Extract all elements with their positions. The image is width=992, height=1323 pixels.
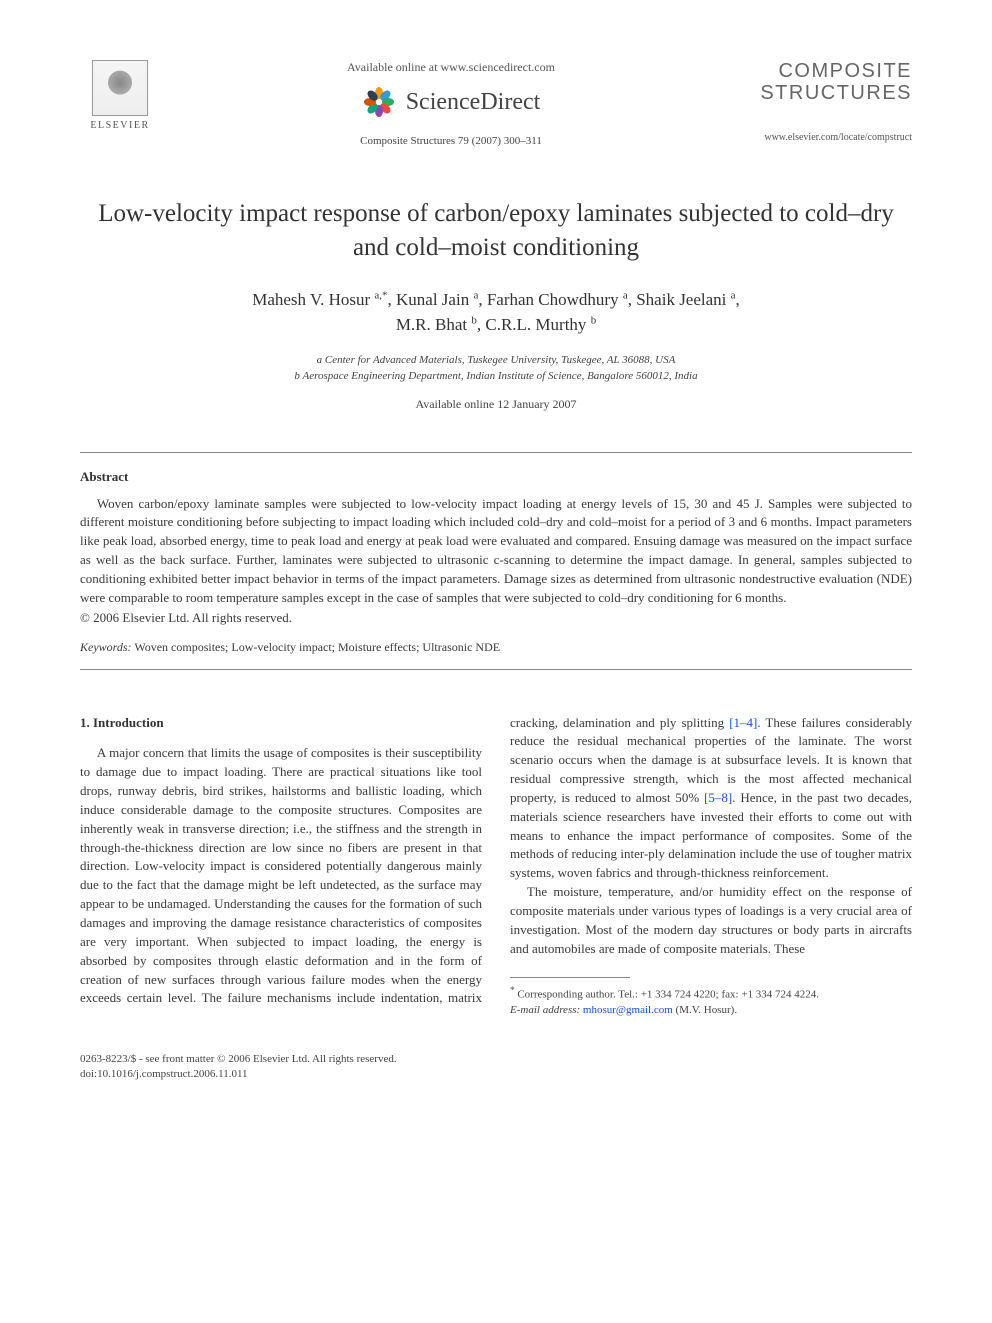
affiliations: a Center for Advanced Materials, Tuskege…	[80, 352, 912, 385]
footer-block: 0263-8223/$ - see front matter © 2006 El…	[80, 1052, 912, 1083]
corresponding-email[interactable]: mhosur@gmail.com	[583, 1004, 673, 1016]
publisher-label: ELSEVIER	[90, 120, 149, 131]
sciencedirect-flower-icon	[362, 85, 396, 119]
intro-paragraph-2: The moisture, temperature, and/or humidi…	[510, 883, 912, 958]
email-author: (M.V. Hosur).	[676, 1004, 738, 1016]
abstract-label: Abstract	[80, 469, 912, 485]
corresponding-footnote: * Corresponding author. Tel.: +1 334 724…	[510, 984, 912, 1018]
affiliation-b: b Aerospace Engineering Department, Indi…	[80, 368, 912, 385]
header-center: Available online at www.sciencedirect.co…	[160, 60, 742, 147]
front-matter-line: 0263-8223/$ - see front matter © 2006 El…	[80, 1052, 912, 1067]
journal-url: www.elsevier.com/locate/compstruct	[742, 132, 912, 143]
journal-box: COMPOSITE STRUCTURES www.elsevier.com/lo…	[742, 60, 912, 143]
abstract-text: Woven carbon/epoxy laminate samples were…	[80, 495, 912, 608]
publisher-logo: ELSEVIER	[80, 60, 160, 131]
rule-top	[80, 452, 912, 453]
paper-header: ELSEVIER Available online at www.science…	[80, 60, 912, 147]
doi-line: doi:10.1016/j.compstruct.2006.11.011	[80, 1067, 912, 1082]
corresponding-text: Corresponding author. Tel.: +1 334 724 4…	[517, 988, 819, 1000]
authors-line: Mahesh V. Hosur a,*, Kunal Jain a, Farha…	[80, 287, 912, 338]
elsevier-tree-icon	[92, 60, 148, 116]
rule-bottom	[80, 669, 912, 670]
keywords-line: Keywords: Woven composites; Low-velocity…	[80, 640, 912, 655]
keywords-text: Woven composites; Low-velocity impact; M…	[134, 640, 500, 654]
keywords-label: Keywords:	[80, 640, 132, 654]
footnote-rule	[510, 977, 630, 978]
citation-link[interactable]: [1–4]	[729, 715, 757, 730]
intro-paragraph-1: A major concern that limits the usage of…	[80, 714, 912, 1018]
journal-title-line1: COMPOSITE	[778, 60, 912, 82]
journal-title-line2: STRUCTURES	[760, 82, 912, 104]
body-columns: 1. Introduction A major concern that lim…	[80, 714, 912, 1018]
journal-title: COMPOSITE STRUCTURES	[742, 60, 912, 104]
available-date: Available online 12 January 2007	[80, 397, 912, 412]
sciencedirect-name: ScienceDirect	[406, 89, 541, 116]
article-title: Low-velocity impact response of carbon/e…	[80, 197, 912, 265]
email-label: E-mail address:	[510, 1004, 580, 1016]
section-1-heading: 1. Introduction	[80, 714, 482, 733]
abstract-copyright: © 2006 Elsevier Ltd. All rights reserved…	[80, 610, 912, 626]
citation-link[interactable]: [5–8]	[704, 790, 732, 805]
journal-reference: Composite Structures 79 (2007) 300–311	[180, 135, 722, 147]
sciencedirect-logo: ScienceDirect	[180, 85, 722, 119]
affiliation-a: a Center for Advanced Materials, Tuskege…	[80, 352, 912, 369]
available-online-text: Available online at www.sciencedirect.co…	[180, 60, 722, 75]
